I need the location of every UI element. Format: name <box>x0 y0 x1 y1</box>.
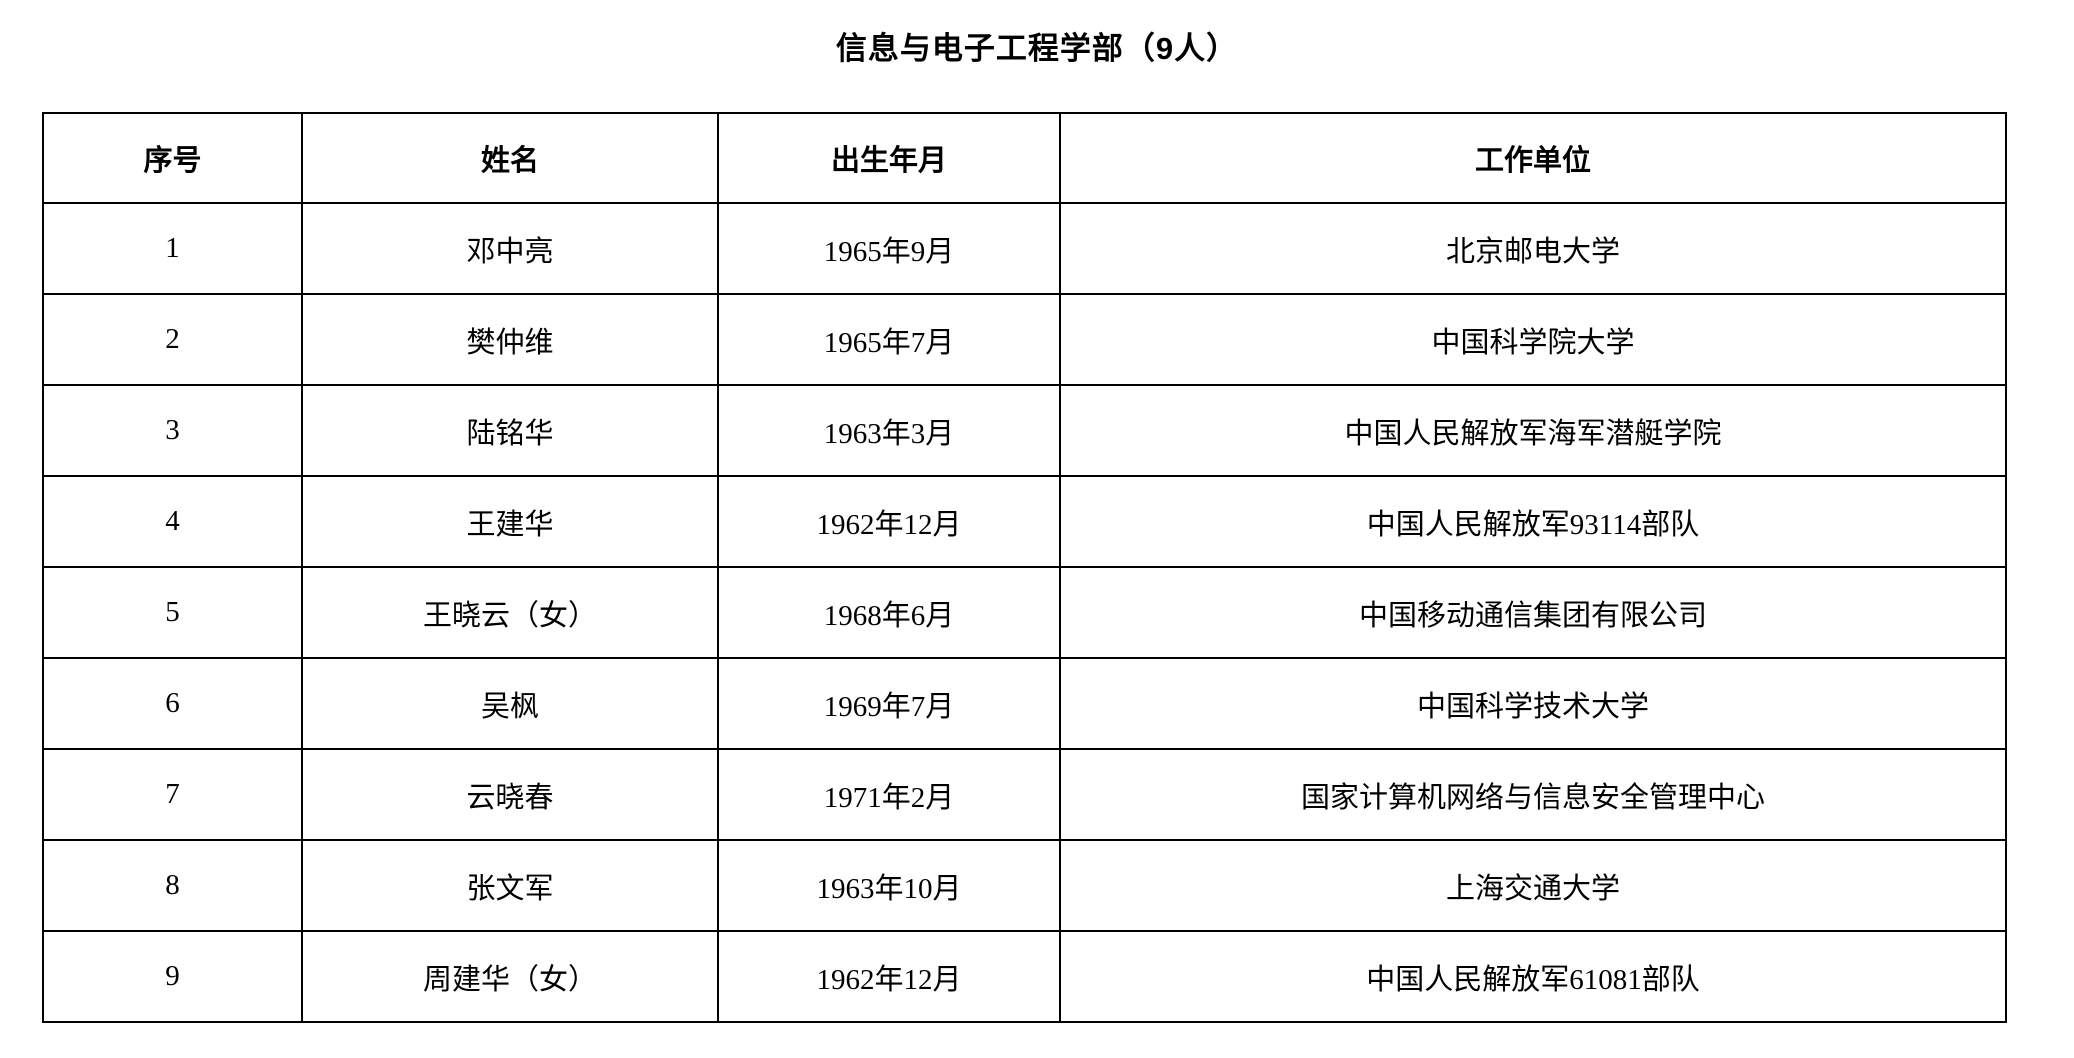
table-row: 8 张文军 1963年10月 上海交通大学 <box>42 839 2007 932</box>
members-table: 序号 姓名 出生年月 工作单位 1 邓中亮 1965年9月 北京邮电大学 2 樊仲维 196… <box>42 112 2007 1023</box>
cell-name: 张文军 <box>301 839 719 932</box>
cell-birth: 1971年2月 <box>717 748 1061 841</box>
header-cell-name: 姓名 <box>301 112 719 204</box>
cell-name: 周建华（女） <box>301 930 719 1023</box>
cell-birth: 1963年3月 <box>717 384 1061 477</box>
cell-unit: 中国移动通信集团有限公司 <box>1059 566 2007 659</box>
cell-birth: 1968年6月 <box>717 566 1061 659</box>
table-row: 1 邓中亮 1965年9月 北京邮电大学 <box>42 202 2007 295</box>
cell-unit: 国家计算机网络与信息安全管理中心 <box>1059 748 2007 841</box>
table-row: 7 云晓春 1971年2月 国家计算机网络与信息安全管理中心 <box>42 748 2007 841</box>
cell-birth: 1962年12月 <box>717 475 1061 568</box>
header-cell-unit: 工作单位 <box>1059 112 2007 204</box>
cell-unit: 中国人民解放军海军潜艇学院 <box>1059 384 2007 477</box>
cell-unit: 上海交通大学 <box>1059 839 2007 932</box>
cell-no: 3 <box>42 384 303 477</box>
cell-unit: 北京邮电大学 <box>1059 202 2007 295</box>
cell-name: 王晓云（女） <box>301 566 719 659</box>
table-row: 4 王建华 1962年12月 中国人民解放军93114部队 <box>42 475 2007 568</box>
cell-unit: 中国科学技术大学 <box>1059 657 2007 750</box>
cell-birth: 1962年12月 <box>717 930 1061 1023</box>
header-cell-no: 序号 <box>42 112 303 204</box>
table-row: 5 王晓云（女） 1968年6月 中国移动通信集团有限公司 <box>42 566 2007 659</box>
cell-birth: 1965年9月 <box>717 202 1061 295</box>
header-row: 序号 姓名 出生年月 工作单位 <box>42 112 2007 204</box>
cell-no: 6 <box>42 657 303 750</box>
cell-name: 云晓春 <box>301 748 719 841</box>
cell-no: 9 <box>42 930 303 1023</box>
table-row: 6 吴枫 1969年7月 中国科学技术大学 <box>42 657 2007 750</box>
page-title: 信息与电子工程学部（9人） <box>835 31 1239 66</box>
table-row: 3 陆铭华 1963年3月 中国人民解放军海军潜艇学院 <box>42 384 2007 477</box>
cell-no: 1 <box>42 202 303 295</box>
cell-no: 5 <box>42 566 303 659</box>
cell-no: 2 <box>42 293 303 386</box>
header-cell-birth: 出生年月 <box>717 112 1061 204</box>
cell-no: 8 <box>42 839 303 932</box>
cell-name: 吴枫 <box>301 657 719 750</box>
cell-unit: 中国人民解放军93114部队 <box>1059 475 2007 568</box>
table-row: 9 周建华（女） 1962年12月 中国人民解放军61081部队 <box>42 930 2007 1023</box>
cell-birth: 1969年7月 <box>717 657 1061 750</box>
cell-name: 樊仲维 <box>301 293 719 386</box>
cell-birth: 1965年7月 <box>717 293 1061 386</box>
cell-name: 邓中亮 <box>301 202 719 295</box>
cell-unit: 中国科学院大学 <box>1059 293 2007 386</box>
cell-no: 7 <box>42 748 303 841</box>
cell-birth: 1963年10月 <box>717 839 1061 932</box>
cell-name: 陆铭华 <box>301 384 719 477</box>
table-row: 2 樊仲维 1965年7月 中国科学院大学 <box>42 293 2007 386</box>
cell-no: 4 <box>42 475 303 568</box>
cell-name: 王建华 <box>301 475 719 568</box>
cell-unit: 中国人民解放军61081部队 <box>1059 930 2007 1023</box>
